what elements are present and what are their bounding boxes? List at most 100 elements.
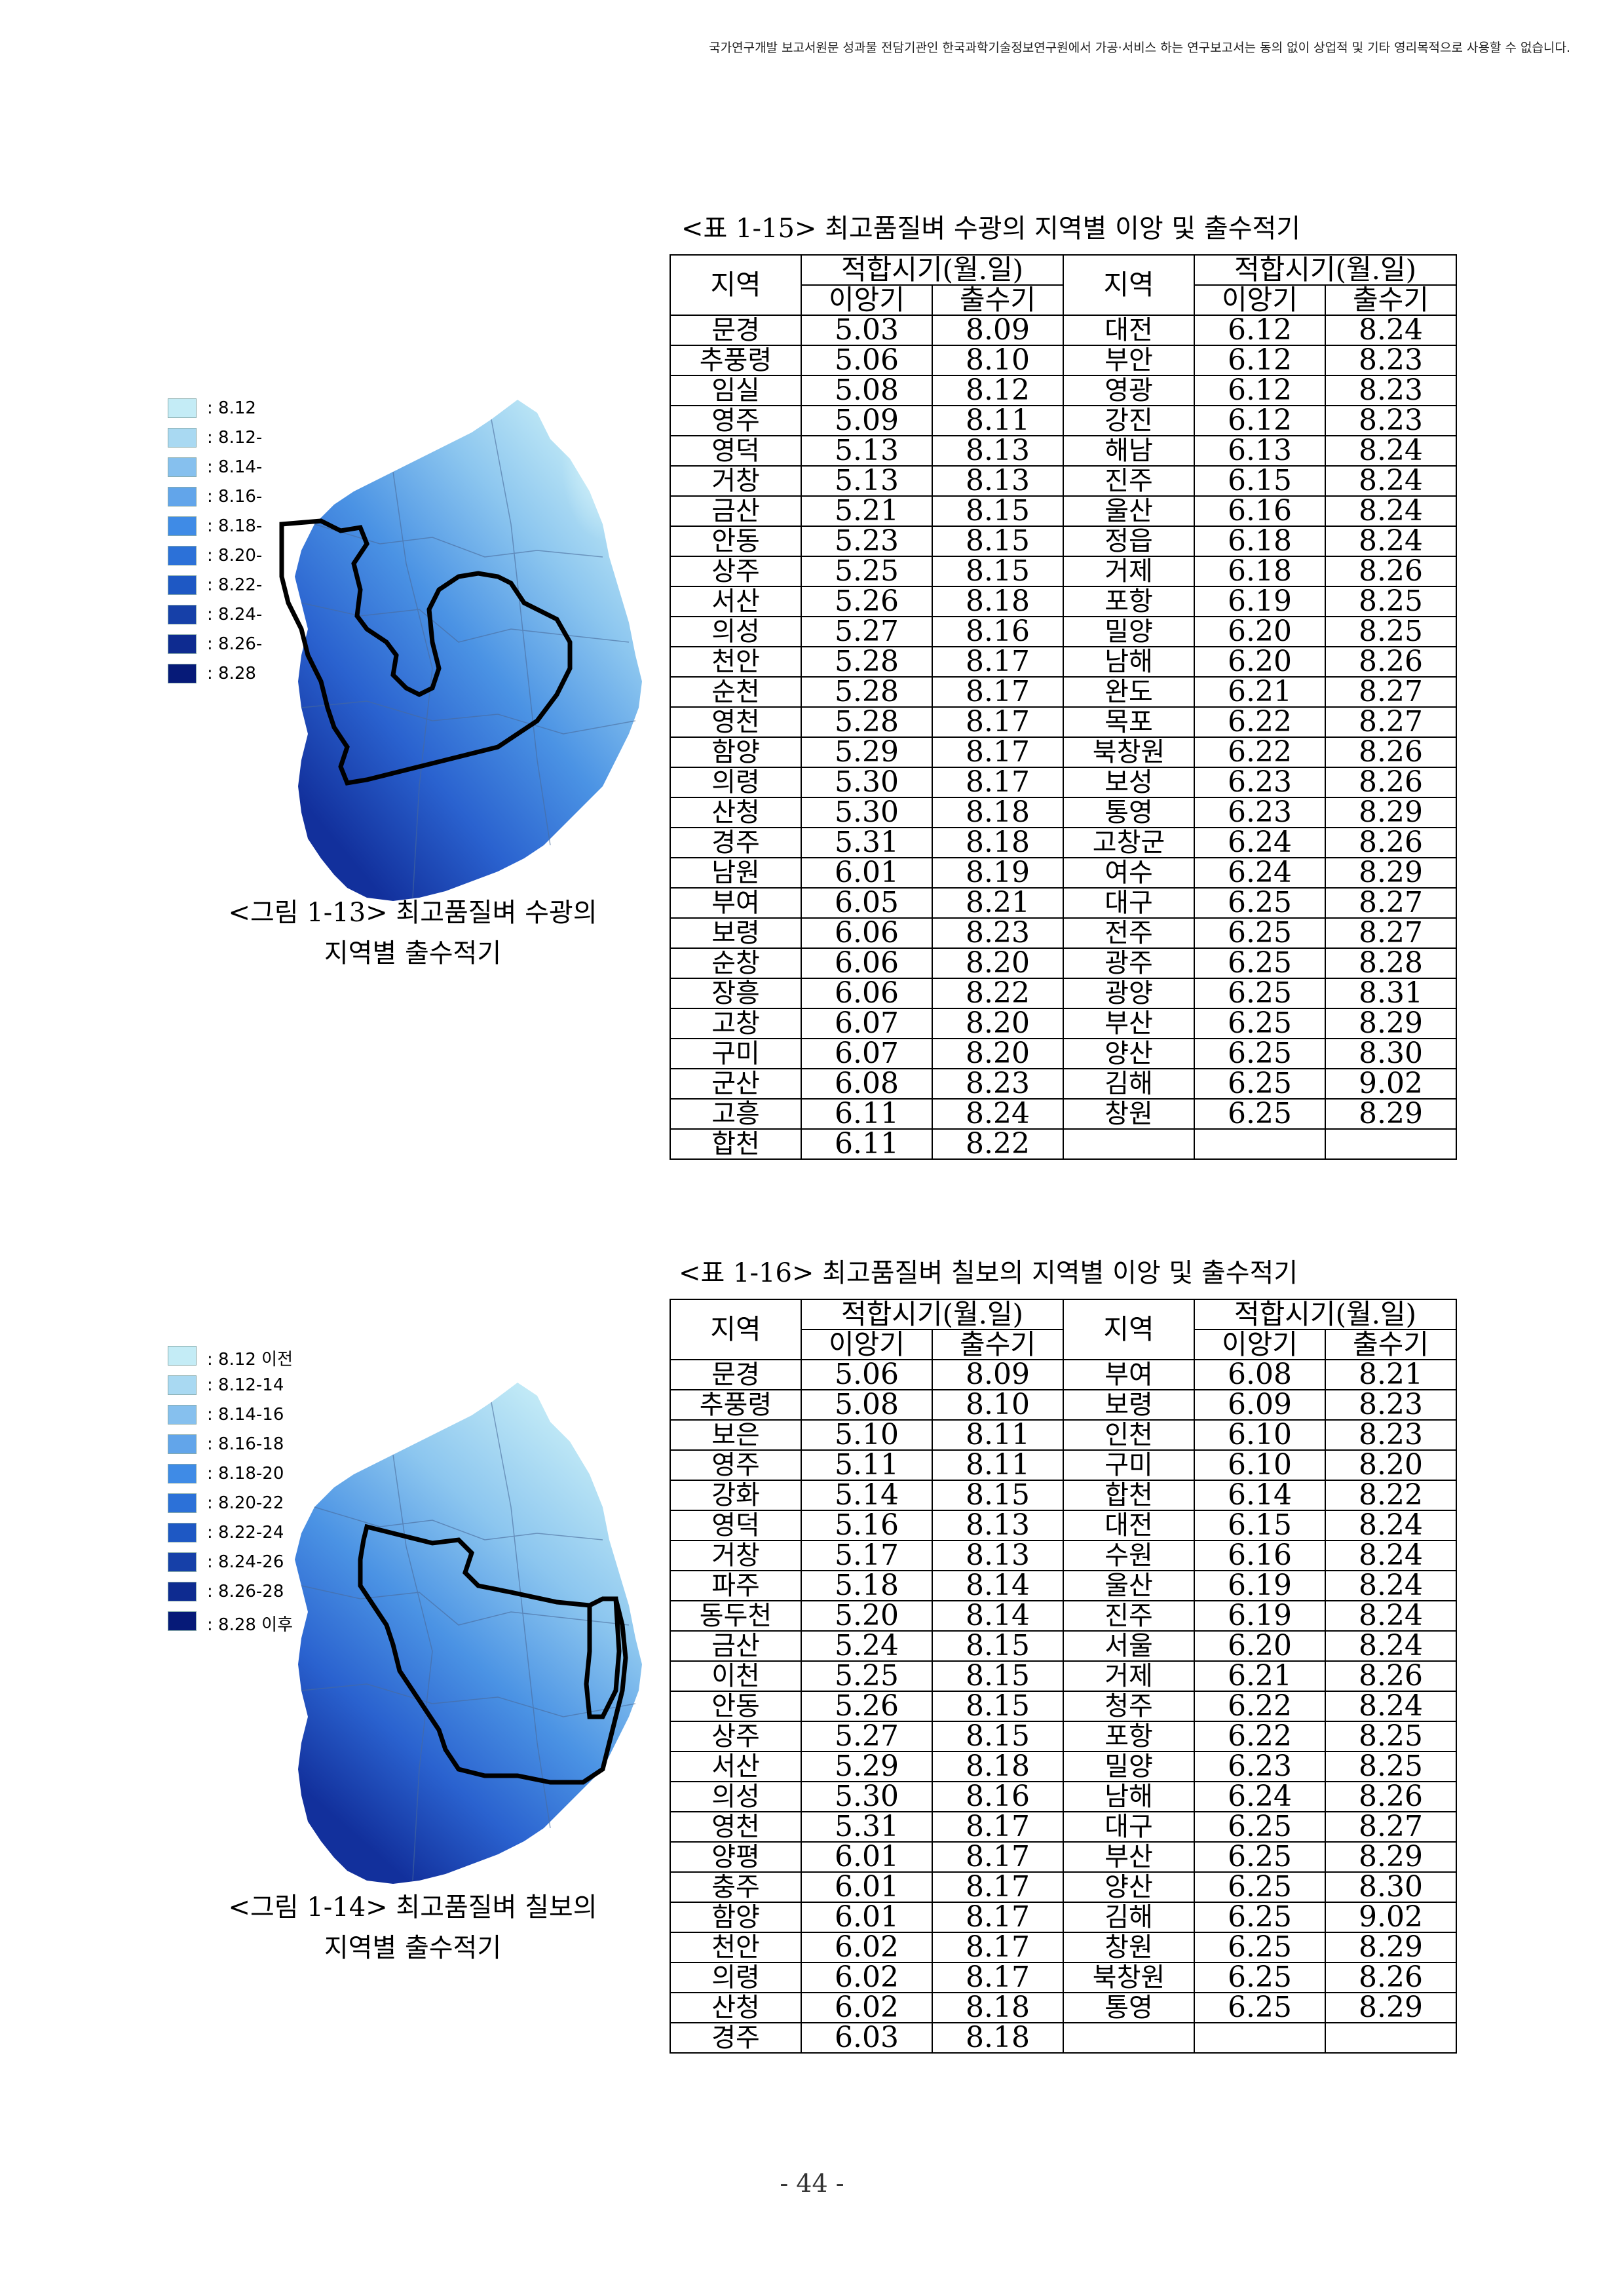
table-row: 부여 6.05 8.21 대구 6.25 8.27: [670, 887, 1457, 919]
cell-heading-left: 8.11: [932, 405, 1064, 436]
cell-region-right: 밀양: [1063, 616, 1195, 647]
legend-label: : 8.12-14: [207, 1375, 284, 1395]
table2-header-region-right: 지역: [1063, 1299, 1195, 1360]
figure1-caption-line1: <그림 1-13> 최고품질벼 수광의: [228, 898, 597, 928]
figure2-legend: : 8.12 이전: 8.12-14: 8.14-16: 8.16-18: 8.…: [168, 1343, 364, 1645]
legend-label: : 8.16-: [207, 487, 263, 507]
cell-heading-left: 8.18: [932, 1751, 1064, 1782]
cell-region-right: 통영: [1063, 1992, 1195, 2023]
cell-transplant-left: 5.26: [801, 586, 933, 617]
legend-swatch: [168, 1346, 197, 1366]
cell-transplant-right: 6.12: [1194, 345, 1326, 376]
cell-heading-left: 8.18: [932, 1992, 1064, 2023]
cell-transplant-right: 6.12: [1194, 375, 1326, 406]
cell-region-right: 울산: [1063, 495, 1195, 527]
cell-region-right: 남해: [1063, 646, 1195, 678]
cell-region-left: 구미: [670, 1038, 802, 1069]
cell-transplant-left: 5.10: [801, 1419, 933, 1451]
cell-heading-left: 8.22: [932, 1128, 1064, 1160]
table2-header-transplant-right: 이앙기: [1194, 1329, 1326, 1360]
cell-transplant-right: 6.25: [1194, 978, 1326, 1009]
cell-transplant-right: 6.18: [1194, 556, 1326, 587]
cell-heading-right: 8.27: [1325, 917, 1457, 949]
cell-transplant-right: 6.25: [1194, 1962, 1326, 1993]
legend-swatch: [168, 1582, 197, 1601]
cell-heading-right: 8.23: [1325, 1419, 1457, 1451]
table-row: 문경 5.06 8.09 부여 6.08 8.21: [670, 1359, 1457, 1390]
cell-region-left: 순창: [670, 947, 802, 979]
cell-transplant-left: 5.31: [801, 827, 933, 858]
cell-heading-left: 8.15: [932, 1480, 1064, 1511]
cell-region-left: 영덕: [670, 435, 802, 467]
cell-region-right: 대구: [1063, 1811, 1195, 1843]
cell-region-left: 함양: [670, 737, 802, 768]
legend-swatch: [168, 1405, 197, 1425]
table-row: 서산 5.29 8.18 밀양 6.23 8.25: [670, 1751, 1457, 1782]
legend-label: : 8.26-28: [207, 1582, 284, 1601]
cell-region-right: 양산: [1063, 1038, 1195, 1069]
table-row: 문경 5.03 8.09 대전 6.12 8.24: [670, 315, 1457, 346]
cell-heading-right: 8.29: [1325, 1841, 1457, 1873]
legend-label: : 8.24-: [207, 605, 263, 624]
figure2-caption-line1: <그림 1-14> 최고품질벼 칠보의: [228, 1892, 597, 1923]
cell-transplant-left: 6.06: [801, 917, 933, 949]
legend-item: : 8.22-24: [168, 1520, 364, 1544]
cell-region-right: 부안: [1063, 345, 1195, 376]
cell-heading-left: 8.09: [932, 1359, 1064, 1390]
cell-transplant-left: 6.07: [801, 1008, 933, 1039]
cell-region-left: 충주: [670, 1871, 802, 1903]
cell-region-right: 울산: [1063, 1570, 1195, 1601]
table-row: 상주 5.25 8.15 거제 6.18 8.26: [670, 556, 1457, 587]
cell-heading-left: 8.15: [932, 495, 1064, 527]
legend-label: : 8.12: [207, 398, 256, 418]
legend-item: : 8.14-16: [168, 1402, 364, 1426]
cell-heading-left: 8.13: [932, 1510, 1064, 1541]
legend-swatch: [168, 634, 197, 654]
table-row: 파주 5.18 8.14 울산 6.19 8.24: [670, 1570, 1457, 1601]
cell-transplant-left: 5.06: [801, 1359, 933, 1390]
table2-header-transplant-left: 이앙기: [801, 1329, 933, 1360]
cell-heading-right: 8.26: [1325, 1781, 1457, 1812]
cell-region-left: 상주: [670, 556, 802, 587]
cell-region-left: 영천: [670, 1811, 802, 1843]
cell-transplant-right: 6.18: [1194, 526, 1326, 557]
cell-transplant-right: 6.25: [1194, 887, 1326, 919]
cell-heading-right: 8.25: [1325, 586, 1457, 617]
cell-heading-right: [1325, 1128, 1457, 1160]
cell-heading-right: 8.24: [1325, 1600, 1457, 1632]
legend-swatch: [168, 605, 197, 624]
cell-heading-left: 8.15: [932, 1721, 1064, 1752]
cell-heading-left: 8.13: [932, 435, 1064, 467]
table1-header-region-left: 지역: [670, 254, 802, 316]
legend-swatch: [168, 1523, 197, 1542]
legend-swatch: [168, 575, 197, 595]
cell-heading-left: 8.17: [932, 737, 1064, 768]
legend-swatch: [168, 1464, 197, 1483]
cell-heading-right: 8.26: [1325, 1660, 1457, 1692]
cell-heading-left: 8.15: [932, 1630, 1064, 1662]
table1-header-period-right: 적합시기(월.일): [1194, 254, 1457, 286]
cell-region-left: 천안: [670, 646, 802, 678]
cell-heading-right: 8.24: [1325, 435, 1457, 467]
cell-heading-left: 8.15: [932, 1660, 1064, 1692]
cell-transplant-right: 6.25: [1194, 1098, 1326, 1130]
cell-heading-right: 8.28: [1325, 947, 1457, 979]
cell-transplant-right: 6.21: [1194, 1660, 1326, 1692]
cell-heading-right: 8.27: [1325, 706, 1457, 738]
table-row: 안동 5.26 8.15 청주 6.22 8.24: [670, 1691, 1457, 1722]
cell-heading-left: 8.12: [932, 375, 1064, 406]
cell-region-right: 남해: [1063, 1781, 1195, 1812]
cell-transplant-left: 5.31: [801, 1811, 933, 1843]
cell-transplant-left: 5.23: [801, 526, 933, 557]
cell-transplant-right: 6.24: [1194, 827, 1326, 858]
cell-heading-right: 8.24: [1325, 465, 1457, 497]
cell-region-right: 인천: [1063, 1419, 1195, 1451]
legend-label: : 8.28: [207, 664, 256, 683]
cell-heading-right: 8.29: [1325, 1932, 1457, 1963]
cell-transplant-left: 5.28: [801, 646, 933, 678]
table-row: 영주 5.11 8.11 구미 6.10 8.20: [670, 1449, 1457, 1481]
cell-region-right: 광주: [1063, 947, 1195, 979]
legend-item: : 8.22-: [168, 573, 364, 596]
cell-heading-left: 8.24: [932, 1098, 1064, 1130]
table-row: 거창 5.13 8.13 진주 6.15 8.24: [670, 465, 1457, 497]
